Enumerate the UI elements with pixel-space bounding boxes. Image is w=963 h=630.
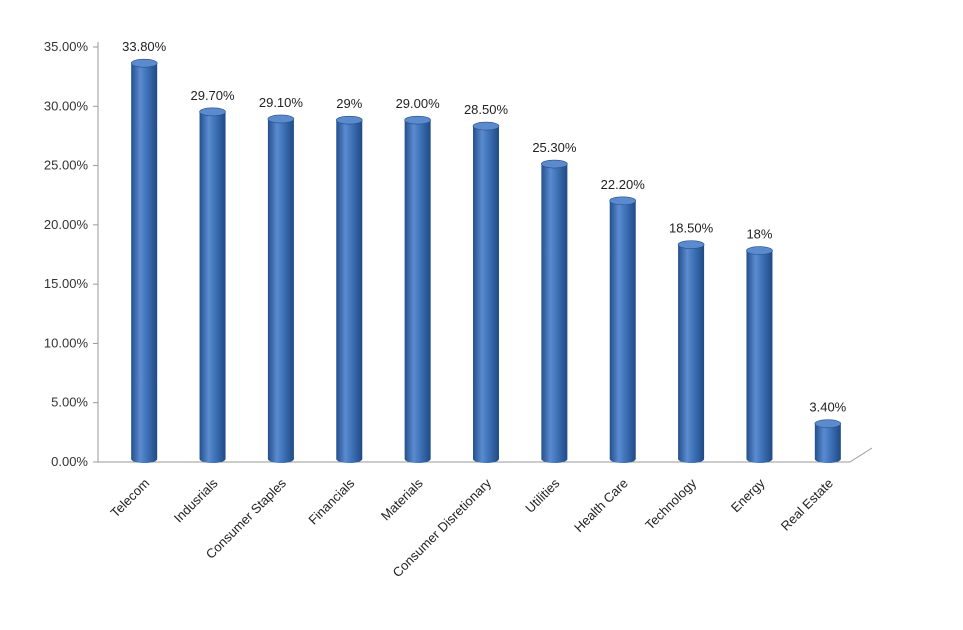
bar-data-label: 29.00% [396,96,441,111]
bar-top [541,159,568,169]
bar-body [746,250,773,459]
bar-body [131,63,158,459]
bar-bottom [131,455,158,463]
y-tick-label: 20.00% [44,217,89,232]
bar-bottom [678,455,705,463]
y-tick-label: 30.00% [44,98,89,113]
x-category-label: Technology [642,475,699,532]
bar-body [336,120,363,460]
bar-top [814,419,842,428]
bar-top [404,115,431,125]
x-axis-depth-line [849,447,873,463]
bar [267,114,295,463]
bar-data-label: 28.50% [464,102,509,117]
bar-body [678,244,705,459]
bar-bottom [814,455,841,463]
bars-group [130,58,842,463]
y-tick-label: 5.00% [51,395,88,410]
x-category-label: Telecom [107,476,152,521]
bar-top [267,114,295,124]
bar [404,115,431,463]
bar-bottom [336,455,363,463]
bar [541,159,568,463]
bar-top [746,246,773,255]
bar [130,58,158,463]
bar-body [267,118,294,459]
bar-bottom [541,455,568,463]
bar-bottom [404,455,431,463]
x-category-label: Utilities [522,475,563,516]
y-tick-label: 0.00% [51,454,88,469]
bar [609,196,637,463]
bar [335,115,363,463]
bar [746,246,773,463]
bar-data-label: 33.80% [122,39,167,54]
bar [472,121,500,463]
bar [814,419,842,463]
y-tick-label: 10.00% [44,335,89,350]
bar-bottom [199,455,226,463]
bar-data-label: 3.40% [809,400,846,415]
bar-data-label: 18% [746,227,772,242]
y-tick-label: 35.00% [44,39,89,54]
bar-top [609,196,637,206]
x-category-label: Materials [378,475,426,523]
bar-data-label: 18.50% [669,221,714,236]
y-tick-label: 15.00% [44,276,89,291]
bar [199,107,226,463]
y-tick-label: 25.00% [44,158,89,173]
bar-body [473,126,499,460]
bar-data-label: 25.30% [532,140,577,155]
bar-data-label: 29% [336,96,362,111]
x-category-label: Health Care [571,476,631,536]
x-category-label: Real Estate [778,476,836,534]
x-category-label: Indusrials [171,475,221,525]
bar-data-label: 22.20% [601,177,646,192]
bar-top [130,58,158,68]
bar-top [335,115,363,125]
bar-body [541,164,568,459]
bar-body [404,120,431,460]
x-category-label: Energy [728,475,768,515]
bar-body [609,200,636,459]
x-category-label: Financials [305,475,357,527]
bar-bottom [267,455,294,463]
bar-top [677,240,705,249]
bar-bottom [473,455,499,463]
bar-top [472,121,500,131]
bar-data-label: 29.70% [190,88,235,103]
bar-top [199,107,226,117]
bar-body [814,423,841,459]
axes-group: 0.00% 5.00% 10.00% 15.00% 20.00% 25.00% 30.00%… [44,39,873,469]
bar [677,240,705,463]
bar-data-label: 29.10% [259,95,304,110]
bar-bottom [746,455,773,463]
bar-bottom [609,455,636,463]
bar-body [199,111,226,459]
